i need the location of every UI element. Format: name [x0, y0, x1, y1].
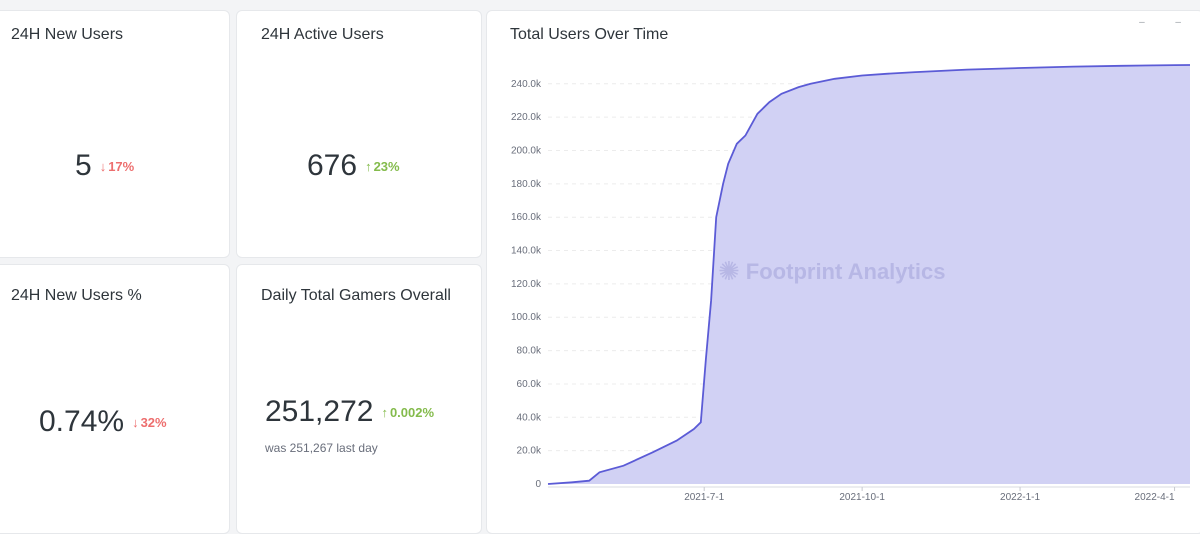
new-users-pct-card[interactable]: 24H New Users % 0.74% ↓ 32%: [0, 264, 230, 534]
new-users-pct-title: 24H New Users %: [11, 287, 142, 304]
active-users-value: 676: [307, 149, 358, 182]
active-users-title: 24H Active Users: [261, 26, 384, 43]
x-tick-label: 2022-4-1: [1135, 492, 1175, 503]
arrow-up-icon: ↑: [381, 404, 388, 420]
new-users-delta: 17%: [108, 158, 135, 174]
y-tick-label: 240.0k: [511, 79, 542, 90]
y-tick-label: 140.0k: [511, 246, 542, 257]
new-users-card[interactable]: 24H New Users 5 ↓ 17%: [0, 10, 230, 258]
arrow-down-icon: ↓: [132, 414, 139, 430]
arrow-up-icon: ↑: [365, 158, 372, 174]
y-tick-label: 60.0k: [517, 379, 542, 390]
y-tick-label: 160.0k: [511, 212, 542, 223]
y-tick-label: 80.0k: [517, 346, 542, 357]
x-tick-label: 2022-1-1: [1000, 492, 1040, 503]
total-users-area: [548, 65, 1190, 484]
new-users-pct-delta: 32%: [140, 414, 167, 430]
y-tick-label: 120.0k: [511, 279, 542, 290]
total-gamers-title: Daily Total Gamers Overall: [261, 287, 451, 304]
total-users-line: [547, 64, 1191, 485]
y-tick-label: 180.0k: [511, 179, 542, 190]
y-tick-label: 200.0k: [511, 145, 542, 156]
total-gamers-card[interactable]: Daily Total Gamers Overall 251,272 ↑ 0.0…: [236, 264, 482, 534]
y-tick-label: 100.0k: [511, 312, 542, 323]
y-tick-label: 220.0k: [511, 112, 542, 123]
total-gamers-previous: was 251,267 last day: [265, 441, 378, 455]
active-users-delta: 23%: [373, 158, 400, 174]
watermark-text: Footprint Analytics: [745, 258, 946, 284]
new-users-title: 24H New Users: [11, 26, 124, 43]
active-users-card[interactable]: 24H Active Users 676 ↑ 23%: [236, 10, 482, 258]
new-users-value: 5: [75, 149, 92, 182]
y-tick-label: 0: [535, 479, 541, 490]
footprint-logo-icon: ✺: [718, 256, 740, 286]
x-tick-label: 2021-10-1: [839, 492, 885, 503]
y-tick-label: 40.0k: [517, 412, 542, 423]
x-tick-label: 2021-7-1: [684, 492, 724, 503]
y-tick-label: 20.0k: [517, 446, 542, 457]
total-gamers-delta: 0.002%: [389, 404, 435, 420]
card-controls-icon[interactable]: – –: [1139, 17, 1195, 28]
chart-title: Total Users Over Time: [510, 26, 669, 43]
watermark: ✺ Footprint Analytics: [718, 256, 945, 287]
total-gamers-value: 251,272: [265, 395, 374, 428]
arrow-down-icon: ↓: [99, 158, 107, 174]
new-users-pct-value: 0.74%: [39, 405, 125, 438]
